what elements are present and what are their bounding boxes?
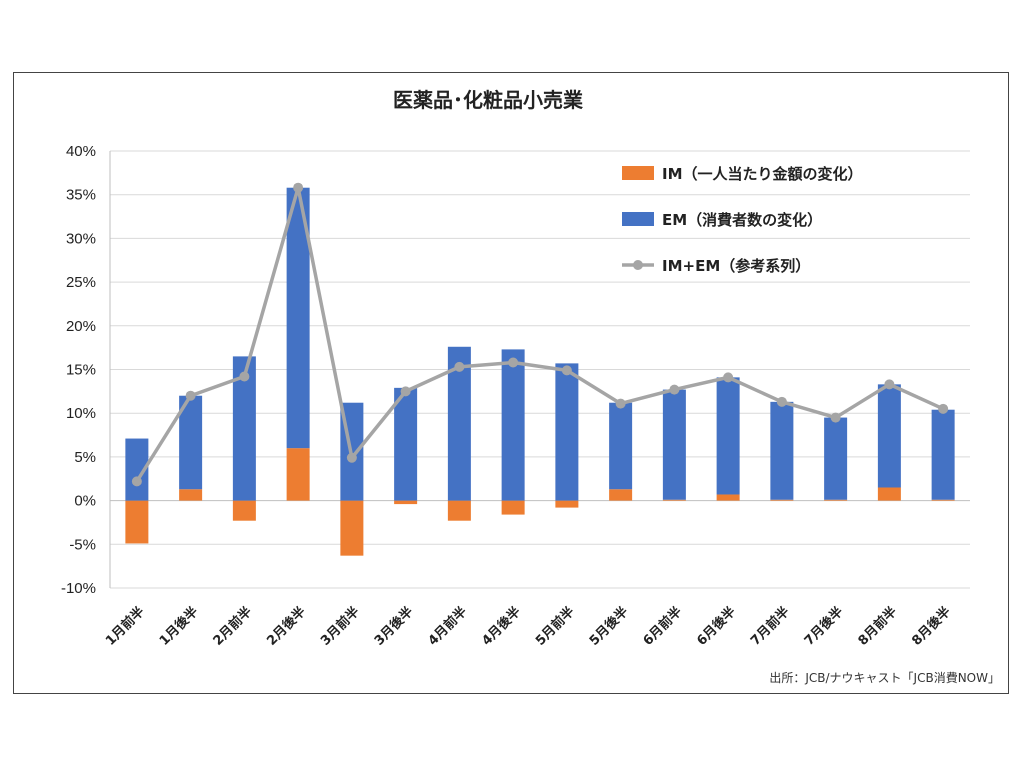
em-bar [286, 187, 310, 449]
x-tick-label: 1月前半 [102, 604, 147, 649]
x-axis-ticks: 1月前半 1月後半 2月前半 2月後半 3月前半 3月後半 4月前半 4月後半 5月前半 5月後半… [102, 604, 954, 649]
legend-label: EM（消費者数の変化） [662, 211, 822, 229]
im-bar [877, 487, 901, 501]
x-tick-label: 2月後半 [264, 604, 309, 649]
im-bar [609, 489, 633, 501]
y-tick-label: 0% [74, 493, 96, 510]
em-bar [555, 363, 579, 501]
em-bar [125, 438, 149, 501]
y-tick-label: 10% [66, 405, 96, 422]
im-bar [662, 499, 686, 501]
im-bar [447, 500, 471, 521]
total-point [776, 396, 787, 407]
y-tick-label: 5% [74, 449, 96, 466]
x-tick-label: 4月前半 [425, 604, 470, 649]
y-axis-ticks: -10% -5% 0% 5% 10% 15% 20% 25% 30% 35% 40% [61, 143, 96, 597]
x-tick-label: 8月後半 [909, 604, 954, 649]
legend-label: IM（一人当たり金額の変化） [662, 165, 863, 183]
em-bar [232, 356, 256, 501]
total-point [723, 372, 734, 383]
em-bar [931, 409, 955, 500]
x-tick-label: 5月後半 [586, 604, 631, 649]
total-line [131, 182, 949, 487]
im-bar [232, 500, 256, 521]
chart-title: 医薬品･化粧品小売業 [393, 88, 584, 112]
im-bar [286, 448, 310, 501]
em-bar [501, 349, 525, 501]
total-point [561, 365, 572, 376]
em-bar [877, 384, 901, 488]
legend-label: IM+EM（参考系列） [662, 257, 810, 275]
em-bar [447, 346, 471, 501]
chart-frame: 医薬品･化粧品小売業 -10% -5% 0% 5% 10% 15% 20% 25% 30% 35%… [13, 72, 1009, 694]
total-point [454, 361, 465, 372]
x-tick-label: 6月前半 [640, 604, 685, 649]
x-tick-label: 3月後半 [371, 604, 416, 649]
bars [125, 187, 955, 556]
total-point [884, 379, 895, 390]
x-tick-label: 7月前半 [747, 604, 792, 649]
im-bar [340, 500, 364, 556]
im-bar [555, 500, 579, 508]
x-tick-label: 7月後半 [801, 604, 846, 649]
em-bar [662, 389, 686, 500]
y-tick-label: 25% [66, 274, 96, 291]
im-bar [179, 489, 203, 501]
x-tick-label: 6月後半 [694, 604, 739, 649]
x-tick-label: 8月前半 [855, 604, 900, 649]
im-bar [125, 500, 149, 544]
total-point [131, 476, 142, 487]
total-line-path [135, 185, 944, 483]
legend-swatch-marker [633, 260, 643, 270]
im-bar [501, 500, 525, 515]
im-bar [716, 494, 740, 501]
im-bar [394, 500, 418, 505]
total-point [508, 357, 519, 368]
total-point [293, 182, 304, 193]
total-point [615, 398, 626, 409]
total-point [669, 384, 680, 395]
y-tick-label: 20% [66, 318, 96, 335]
y-tick-label: 15% [66, 362, 96, 379]
legend-swatch [622, 212, 654, 226]
x-tick-label: 5月前半 [532, 604, 577, 649]
total-point [938, 403, 949, 414]
im-bar [824, 499, 848, 501]
total-point [239, 371, 250, 382]
legend-swatch [622, 166, 654, 180]
em-bar [770, 401, 794, 500]
em-bar [609, 402, 633, 490]
y-tick-label: -10% [61, 580, 96, 597]
im-bar [770, 499, 794, 501]
legend: IM（一人当たり金額の変化） EM（消費者数の変化） IM+EM（参考系列） [622, 165, 863, 275]
x-tick-label: 2月前半 [210, 604, 255, 649]
total-point [400, 386, 411, 397]
y-tick-label: -5% [69, 536, 96, 553]
im-bar [931, 499, 955, 501]
y-tick-label: 40% [66, 143, 96, 160]
x-tick-label: 4月後半 [479, 604, 524, 649]
x-tick-label: 1月後半 [156, 604, 201, 649]
em-bar [716, 377, 740, 495]
y-tick-label: 30% [66, 230, 96, 247]
total-point [346, 452, 357, 463]
y-tick-label: 35% [66, 187, 96, 204]
source-note: 出所：JCB/ナウキャスト「JCB消費NOW」 [769, 670, 1000, 685]
em-bar [179, 395, 203, 490]
chart-svg: 医薬品･化粧品小売業 -10% -5% 0% 5% 10% 15% 20% 25% 30% 35%… [61, 88, 1000, 685]
em-bar [824, 417, 848, 500]
em-bar [394, 387, 418, 501]
total-point [185, 390, 196, 401]
x-tick-label: 3月前半 [317, 604, 362, 649]
total-point [830, 412, 841, 423]
